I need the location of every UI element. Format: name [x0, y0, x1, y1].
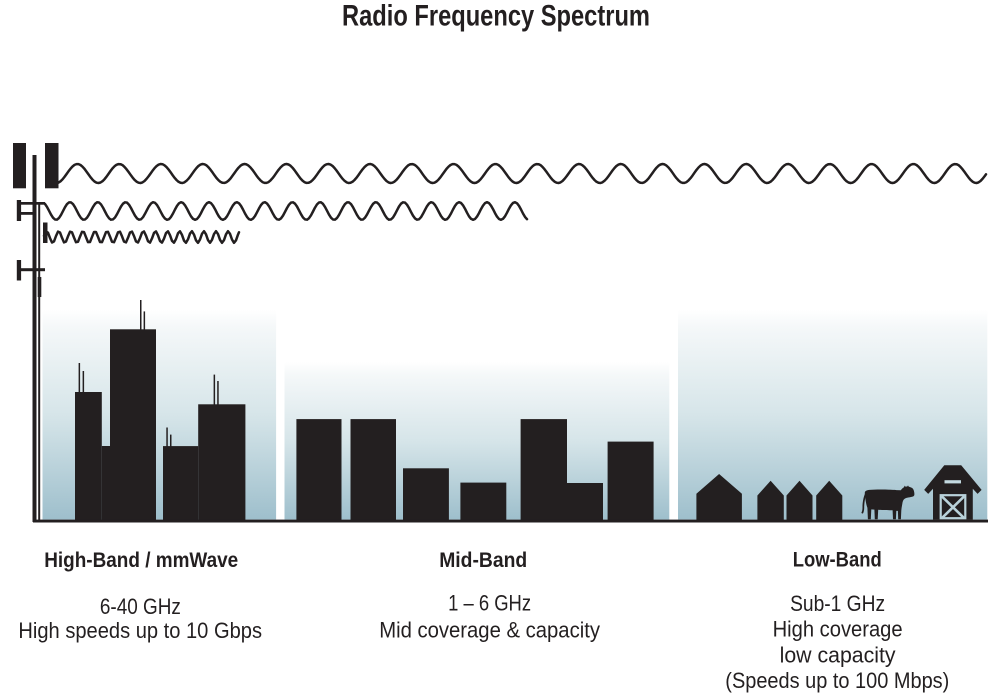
svg-text:6-40 GHz: 6-40 GHz: [100, 594, 181, 619]
svg-text:Radio Frequency Spectrum: Radio Frequency Spectrum: [342, 0, 650, 33]
svg-text:1 – 6 GHz: 1 – 6 GHz: [448, 591, 531, 616]
svg-text:Mid coverage & capacity: Mid coverage & capacity: [379, 618, 600, 643]
svg-text:High coverage: High coverage: [773, 617, 903, 642]
svg-text:High speeds up to 10 Gbps: High speeds up to 10 Gbps: [18, 618, 262, 643]
svg-text:Sub-1 GHz: Sub-1 GHz: [790, 591, 885, 616]
svg-text:Low-Band: Low-Band: [793, 549, 882, 572]
svg-text:High-Band / mmWave: High-Band / mmWave: [44, 549, 238, 572]
svg-text:(Speeds up to 100 Mbps): (Speeds up to 100 Mbps): [725, 668, 949, 693]
svg-text:low capacity: low capacity: [780, 642, 896, 667]
svg-text:Mid-Band: Mid-Band: [439, 549, 527, 572]
